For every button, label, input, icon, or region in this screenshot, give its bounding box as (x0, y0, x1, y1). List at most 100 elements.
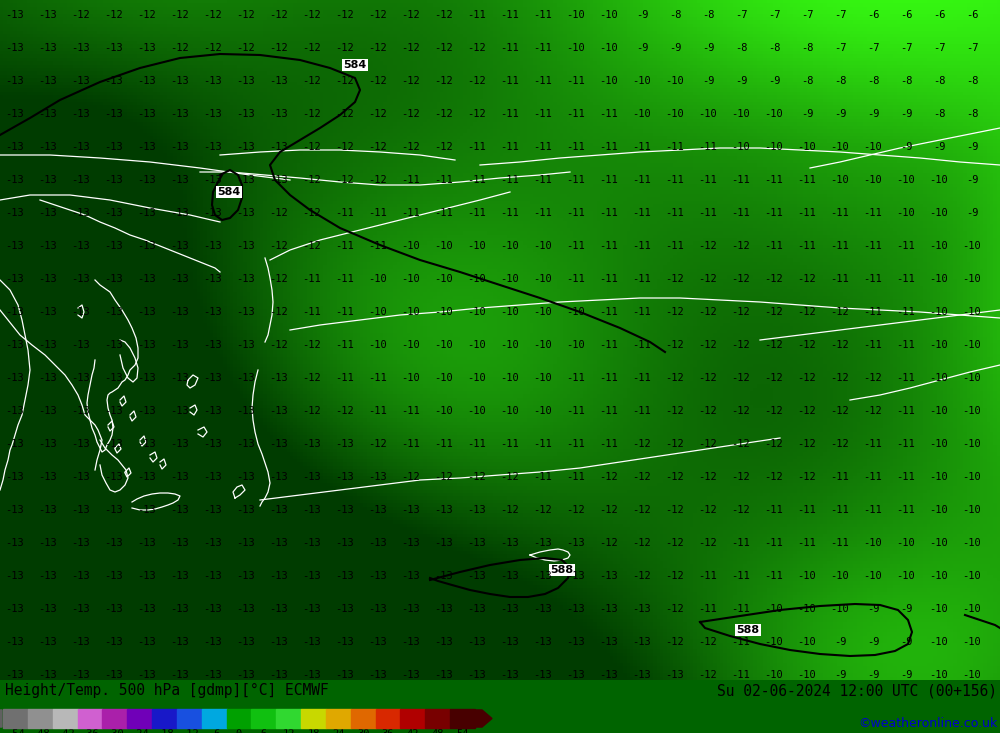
Text: -12: -12 (369, 439, 387, 449)
Text: -13: -13 (204, 76, 222, 86)
Text: -13: -13 (171, 340, 189, 350)
Text: -11: -11 (666, 142, 684, 152)
Text: -12: -12 (369, 142, 387, 152)
Text: -13: -13 (6, 307, 24, 317)
Text: -13: -13 (138, 604, 156, 614)
Text: -11: -11 (600, 307, 618, 317)
Text: -11: -11 (897, 340, 915, 350)
Text: -13: -13 (369, 538, 387, 548)
Text: -13: -13 (534, 538, 552, 548)
Text: -11: -11 (732, 175, 750, 185)
Text: -10: -10 (831, 571, 849, 581)
Text: -13: -13 (633, 670, 651, 680)
Text: -13: -13 (204, 142, 222, 152)
Text: -13: -13 (204, 406, 222, 416)
Text: -10: -10 (930, 175, 948, 185)
Text: -12: -12 (402, 142, 420, 152)
Text: -13: -13 (534, 670, 552, 680)
Text: -13: -13 (105, 307, 123, 317)
Text: -7: -7 (900, 43, 912, 53)
Text: -12: -12 (798, 307, 816, 317)
Text: -11: -11 (468, 208, 486, 218)
Text: -10: -10 (534, 406, 552, 416)
Text: -13: -13 (204, 505, 222, 515)
Text: -11: -11 (600, 373, 618, 383)
Text: -12: -12 (501, 472, 519, 482)
Text: -7: -7 (867, 43, 879, 53)
Text: -12: -12 (666, 406, 684, 416)
Text: 6: 6 (261, 729, 267, 733)
Text: -11: -11 (402, 439, 420, 449)
Text: -13: -13 (6, 109, 24, 119)
Text: -12: -12 (270, 43, 288, 53)
Text: -12: -12 (468, 109, 486, 119)
Text: -13: -13 (369, 505, 387, 515)
Text: -10: -10 (435, 406, 453, 416)
Text: -10: -10 (567, 307, 585, 317)
Text: -13: -13 (6, 406, 24, 416)
Text: -10: -10 (963, 439, 981, 449)
Text: -11: -11 (798, 538, 816, 548)
Text: -13: -13 (138, 373, 156, 383)
Text: -10: -10 (963, 604, 981, 614)
Text: -13: -13 (270, 76, 288, 86)
FancyArrow shape (476, 710, 492, 727)
Text: -13: -13 (468, 670, 486, 680)
Text: -7: -7 (801, 10, 813, 20)
Text: -10: -10 (864, 175, 882, 185)
Text: -9: -9 (669, 43, 681, 53)
Text: -13: -13 (171, 670, 189, 680)
Text: -12: -12 (171, 43, 189, 53)
Text: -12: -12 (270, 10, 288, 20)
Text: -13: -13 (72, 538, 90, 548)
Text: -11: -11 (402, 406, 420, 416)
Text: -7: -7 (735, 10, 747, 20)
Text: -12: -12 (732, 307, 750, 317)
Text: -10: -10 (732, 109, 750, 119)
Text: -12: -12 (765, 406, 783, 416)
Text: -10: -10 (897, 208, 915, 218)
Text: -10: -10 (468, 274, 486, 284)
Text: -13: -13 (72, 109, 90, 119)
Text: Height/Temp. 500 hPa [gdmp][°C] ECMWF: Height/Temp. 500 hPa [gdmp][°C] ECMWF (5, 683, 329, 698)
Text: -10: -10 (435, 307, 453, 317)
Text: -13: -13 (204, 208, 222, 218)
FancyArrow shape (0, 710, 2, 727)
Text: -13: -13 (138, 571, 156, 581)
Text: -11: -11 (732, 538, 750, 548)
Text: -13: -13 (171, 76, 189, 86)
Text: -13: -13 (6, 439, 24, 449)
Text: -13: -13 (39, 241, 57, 251)
Text: -11: -11 (336, 373, 354, 383)
Text: -12: -12 (765, 439, 783, 449)
Text: -13: -13 (138, 142, 156, 152)
Text: -11: -11 (567, 472, 585, 482)
Text: -11: -11 (534, 109, 552, 119)
Text: -13: -13 (39, 472, 57, 482)
Text: -13: -13 (105, 175, 123, 185)
Text: -12: -12 (270, 241, 288, 251)
Text: -11: -11 (732, 571, 750, 581)
Text: -13: -13 (402, 670, 420, 680)
Text: -6: -6 (900, 10, 912, 20)
Text: -13: -13 (39, 670, 57, 680)
Text: -13: -13 (72, 637, 90, 647)
Text: -13: -13 (105, 406, 123, 416)
Text: -12: -12 (336, 109, 354, 119)
Text: -13: -13 (204, 307, 222, 317)
Text: -10: -10 (600, 10, 618, 20)
Text: -13: -13 (237, 340, 255, 350)
Text: -13: -13 (72, 76, 90, 86)
Text: -10: -10 (930, 637, 948, 647)
Text: -13: -13 (204, 538, 222, 548)
Text: -13: -13 (501, 538, 519, 548)
Text: -13: -13 (237, 604, 255, 614)
Text: -13: -13 (6, 538, 24, 548)
Text: -13: -13 (105, 472, 123, 482)
Text: -10: -10 (633, 109, 651, 119)
Text: -8: -8 (867, 76, 879, 86)
Text: -13: -13 (336, 538, 354, 548)
Text: -13: -13 (435, 637, 453, 647)
Text: -10: -10 (963, 340, 981, 350)
Text: -13: -13 (39, 571, 57, 581)
